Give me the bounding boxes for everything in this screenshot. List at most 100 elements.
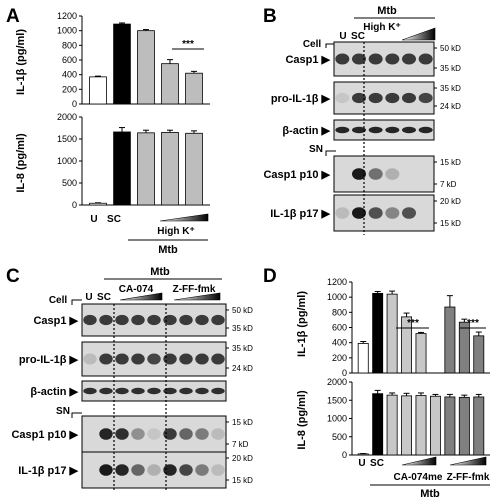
panel-c-blot: Mtb CA-074 Z-FF-fmk U SC Cell SN Casp1 ▶… [11,266,253,492]
b-band [352,168,366,180]
c-band [179,464,193,476]
a-top-bar [89,76,107,105]
a-bottom-bar [89,202,107,206]
c-band [195,387,209,395]
c-kd-label: 35 kD [232,344,253,353]
a-sig-marker: *** [182,39,194,50]
d-bottom-bar [401,395,413,456]
d-top-bar [357,343,369,374]
c-band [211,353,225,365]
c-kd-label: 24 kD [232,364,253,373]
b-kd-label: 35 kD [440,64,461,73]
b-lane-u: U [339,31,346,42]
a-highk-label: High K⁺ [157,226,195,237]
b-band [352,207,366,219]
c-band [99,428,113,440]
b-strip [333,81,435,115]
d-lane-u: U [358,458,365,469]
panel-a-charts: IL-1β (pg/ml) IL-8 (pg/ml) 0 200 400 600 800… [15,11,210,256]
panel-b-blot: Mtb High K⁺ U SC Cell SN Casp1 ▶ 50 kD 35 … [263,5,461,235]
c-band [147,464,161,476]
c-band [131,428,145,440]
c-band [163,428,177,440]
b-highk-wedge [401,27,436,41]
b-sn-bracket [325,150,336,156]
panel-d-charts: IL-1β (pg/ml) IL-8 (pg/ml) 0 200 400 600 800… [296,277,490,500]
c-kd-label: 15 kD [232,418,253,427]
c-band [179,353,193,365]
b-band [368,92,383,104]
d-bottom-ylabel: IL-8 (pg/ml) [296,390,308,450]
a-lane-sc: SC [107,214,121,225]
b-cell-label: Cell [303,39,322,50]
c-band [179,314,193,326]
b-row-label: Casp1 ▶ [285,54,330,66]
c-band [211,314,225,326]
a-bottom-bar [161,131,179,206]
b-kd-label: 35 kD [440,84,461,93]
b-strip [333,155,435,193]
d-top-bar [458,321,470,374]
c-band [115,464,129,476]
d-bottom-tick-label: 1500 [327,395,347,405]
d-bottom-bar [458,396,470,456]
a-top-tick-label: 600 [62,55,77,65]
d-bottom-tick-label: 1000 [327,414,347,424]
c-band [115,353,129,365]
b-kd-label: 7 kD [440,180,457,189]
d-mtb-label: Mtb [420,488,440,500]
d-top-bar [415,333,427,374]
b-band [335,53,350,65]
b-band [385,53,400,65]
b-band [352,92,366,104]
b-band [418,53,433,65]
b-band [352,53,366,65]
c-band [195,428,209,440]
d-top-bar [386,293,398,374]
a-top-bar [185,72,203,105]
c-band [99,464,113,476]
c-band [131,353,145,365]
b-band [368,168,383,180]
d-top-tick-label: 0 [342,368,347,378]
d-sig-marker-2: *** [467,318,479,329]
panel-label-c: C [6,266,20,287]
c-band [147,314,161,326]
d-top-tick-label: 1200 [327,277,347,287]
b-band [335,207,350,219]
d-top-tick-label: 200 [332,353,347,363]
a-top-tick-label: 0 [72,99,77,109]
a-highk-wedge [159,213,209,222]
a-bottom-ylabel: IL-8 (pg/ml) [15,133,27,193]
a-top-bar [137,30,155,105]
d-ca-label: CA-074me [394,472,443,483]
c-band [163,314,177,326]
c-ca-label: CA-074 [119,284,154,295]
d-bottom-tick-label: 500 [332,432,347,442]
b-band [402,207,416,219]
a-mtb-label: Mtb [158,244,178,256]
c-band [131,314,145,326]
a-bottom-tick-label: 1000 [57,156,77,166]
d-bottom-bar [429,395,441,456]
d-bottom-tick-label: 2000 [327,377,347,387]
b-band [352,126,366,134]
b-kd-label: 15 kD [440,158,461,167]
a-bottom-bar [137,132,155,206]
a-bottom-tick-label: 500 [62,178,77,188]
a-top-bar [161,63,179,105]
c-band [195,314,209,326]
a-top-ylabel: IL-1β (pg/ml) [15,29,27,95]
d-top-tick-label: 1000 [327,292,347,302]
b-cell-bracket [325,43,336,48]
b-band [368,207,383,219]
c-band [163,353,177,365]
b-band [418,126,433,134]
b-row-label: β-actin ▶ [282,125,330,137]
d-sig-marker-1: *** [407,318,419,329]
c-kd-label: 7 kD [232,440,249,449]
d-bottom-bar [415,395,427,456]
c-lane-u: U [85,292,92,303]
a-top-tick-label: 200 [62,84,77,94]
